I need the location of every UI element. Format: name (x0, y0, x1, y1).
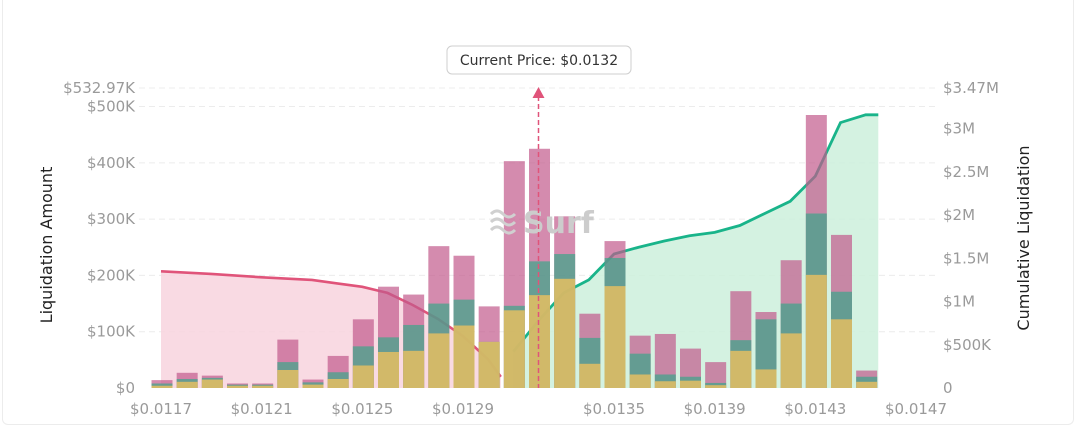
y-axis-title: Liquidation Amount (37, 167, 56, 324)
y2-tick-label: $1.5M (943, 249, 989, 267)
bar-low (176, 381, 198, 388)
x-tick-label: $0.0121 (231, 400, 293, 418)
bar-low (730, 350, 752, 388)
bar-low (780, 333, 802, 388)
bar-low (201, 379, 223, 388)
current-price-arrow-icon (532, 87, 545, 98)
y-tick-label: $400K (87, 154, 136, 172)
x-tick-label: $0.0139 (684, 400, 746, 418)
bar-low (705, 385, 727, 388)
bar-low (327, 378, 349, 388)
y-tick-label: $0 (116, 379, 135, 397)
y-tick-label: $300K (87, 210, 136, 228)
bar-low (277, 369, 299, 388)
current-price-tooltip: Current Price: $0.0132 (446, 45, 632, 75)
y-max-label: $532.97K (63, 79, 136, 97)
bar-low (529, 295, 550, 388)
bar-low (252, 385, 274, 388)
y2-tick-label: $2.5M (943, 163, 989, 181)
bar-low (428, 333, 450, 388)
bar-low (403, 350, 425, 388)
x-tick-label: $0.0125 (331, 400, 393, 418)
tooltip-box (446, 45, 632, 75)
bar-low (478, 341, 500, 388)
bar-low (503, 310, 525, 388)
y-axis-right: 0 $500K $1M $1.5M $2M $2.5M $3M $3.47M (943, 79, 999, 397)
x-axis: $0.0117 $0.0121 $0.0125 $0.0129 $0.0135 $0.01… (130, 400, 947, 418)
surf-watermark: Surf (489, 206, 595, 241)
tooltip-label: Current Price: $0.0132 (460, 53, 618, 69)
bar-low (554, 278, 576, 388)
y2-tick-label: $3M (943, 120, 975, 138)
y2-tick-label: $2M (943, 206, 975, 224)
y-tick-label: $500K (87, 98, 136, 116)
watermark-text: Surf (523, 206, 595, 241)
x-tick-label: $0.0147 (885, 400, 947, 418)
bar-low (378, 351, 399, 388)
bar-low (831, 319, 852, 388)
bar-total (705, 362, 727, 388)
bar-low (680, 380, 701, 388)
bar-low (151, 385, 173, 388)
y2-tick-label: $1M (943, 293, 975, 311)
current-price-marker (532, 87, 545, 388)
y2-tick-label: $500K (943, 336, 992, 354)
bar-low (604, 286, 626, 388)
bar-low (453, 325, 475, 388)
bar-low (579, 363, 601, 388)
liquidation-chart: Surf $0$100K$200K$300K$400K$500K$532.97K… (37, 45, 1033, 418)
y-tick-label: $200K (87, 266, 136, 284)
bar-low (352, 365, 374, 388)
y-tick-label: $100K (87, 323, 136, 341)
y2-max-label: $3.47M (943, 79, 999, 97)
bar-low (227, 385, 248, 388)
surf-logo-icon (489, 209, 517, 235)
x-tick-label: $0.0135 (583, 400, 645, 418)
bar-low (654, 381, 676, 388)
y-axis-left: $0 $100K $200K $300K $400K $500K$532.97K (63, 79, 136, 397)
cumulative-right-line (512, 113, 879, 353)
bar-series (151, 115, 878, 388)
bar-low (755, 369, 777, 388)
x-tick-label: $0.0117 (130, 400, 192, 418)
bar-low (629, 374, 651, 388)
x-tick-label: $0.0143 (784, 400, 846, 418)
y2-axis-title: Cumulative Liquidation (1014, 145, 1033, 330)
x-tick-label: $0.0129 (432, 400, 494, 418)
bar-low (302, 384, 324, 388)
y2-tick-label: 0 (943, 379, 953, 397)
bar-low (856, 381, 878, 388)
bar-low (805, 274, 827, 388)
